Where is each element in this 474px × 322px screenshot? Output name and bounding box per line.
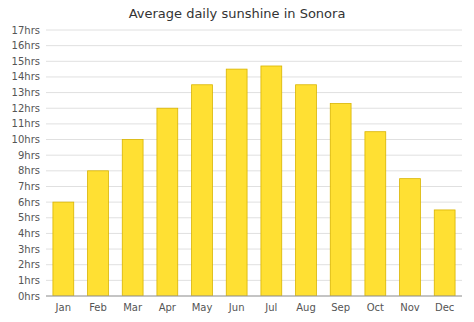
y-tick-label: 9hrs (18, 150, 40, 161)
bar (88, 171, 109, 296)
grid-line (46, 123, 462, 124)
y-tick-label: 5hrs (18, 212, 40, 223)
bar (434, 210, 455, 296)
x-tick-label: Jun (228, 302, 245, 313)
x-tick-label: Dec (435, 302, 454, 313)
y-axis: 0hrs 1hrs 2hrs 3hrs 4hrs 5hrs 6hrs 7hrs 8hrs 9hrs… (12, 25, 462, 302)
x-tick-label: Jan (55, 302, 71, 313)
title: Average daily sunshine in Sonora (129, 6, 346, 21)
bar (296, 85, 317, 296)
x-tick-label: Nov (400, 302, 420, 313)
y-tick-label: 12hrs (12, 103, 40, 114)
bar (122, 140, 143, 296)
x-tick-label: Mar (123, 302, 143, 313)
grid-line (46, 61, 462, 62)
y-tick-label: 3hrs (18, 244, 40, 255)
grid-line (46, 45, 462, 46)
y-tick-label: 1hrs (18, 275, 40, 286)
bar (53, 202, 74, 296)
y-tick-label: 13hrs (12, 87, 40, 98)
y-tick-label: 7hrs (18, 181, 40, 192)
bar (261, 66, 282, 296)
bars (53, 66, 455, 296)
y-tick-label: 11hrs (12, 118, 40, 129)
bar (400, 179, 421, 296)
x-tick-label: Jul (264, 302, 277, 313)
grid-line (46, 296, 462, 297)
x-tick-label: Aug (296, 302, 316, 313)
x-axis: Jan Feb Mar Apr May Jun Jul Aug Sep Oct Nov Dec (55, 302, 455, 313)
bar (226, 69, 247, 296)
y-tick-label: 0hrs (18, 291, 40, 302)
grid-line (46, 155, 462, 156)
bar (157, 108, 178, 296)
x-tick-label: May (192, 302, 213, 313)
y-tick-label: 4hrs (18, 228, 40, 239)
x-tick-label: Sep (331, 302, 350, 313)
bar (365, 132, 386, 296)
bar (330, 104, 351, 296)
chart: Average daily sunshine in Sonora 0hrs 1hrs… (0, 0, 474, 322)
grid-line (46, 108, 462, 109)
bar (192, 85, 213, 296)
grid-line (46, 92, 462, 93)
y-tick-label: 8hrs (18, 165, 40, 176)
grid-line (46, 76, 462, 77)
x-tick-label: Feb (89, 302, 107, 313)
x-axis-line (46, 296, 462, 297)
y-tick-label: 16hrs (12, 40, 40, 51)
y-tick-label: 10hrs (12, 134, 40, 145)
x-tick-label: Oct (367, 302, 384, 313)
y-tick-label: 14hrs (12, 71, 40, 82)
x-tick-label: Apr (159, 302, 177, 313)
grid-line (46, 30, 462, 31)
y-tick-label: 17hrs (12, 25, 40, 36)
y-tick-label: 15hrs (12, 56, 40, 67)
grid-line (46, 139, 462, 140)
y-tick-label: 2hrs (18, 259, 40, 270)
y-tick-label: 6hrs (18, 197, 40, 208)
